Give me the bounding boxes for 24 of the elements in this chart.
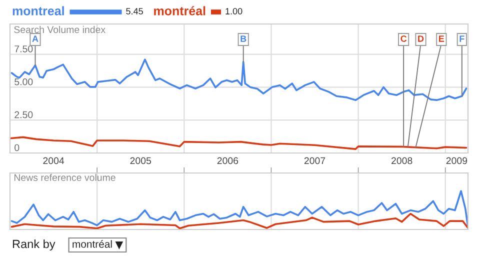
text: 5.45 xyxy=(126,8,143,14)
annotation: E xyxy=(438,36,444,42)
x-tick-label: 2009 xyxy=(446,157,468,164)
y-tick-label: 5.00 xyxy=(14,78,33,86)
y-tick-label: 7.50 xyxy=(14,45,33,52)
text: montréal xyxy=(72,240,112,248)
annotation: B xyxy=(240,36,246,42)
y-axis-title: News reference volume xyxy=(14,174,116,181)
annotation: C xyxy=(400,36,407,42)
legend-label: montréal xyxy=(154,6,206,16)
x-tick-label: 2005 xyxy=(130,157,152,164)
text: Rank by xyxy=(12,239,56,251)
x-tick-label: 2004 xyxy=(43,157,64,164)
x-tick-label: 2007 xyxy=(304,157,326,164)
y-tick-label: 0 xyxy=(14,144,20,152)
text: 1.00 xyxy=(226,8,242,14)
annotation: A xyxy=(32,36,38,42)
annotation: F xyxy=(460,36,464,42)
y-tick-label: 2.50 xyxy=(14,111,33,118)
annotation: D xyxy=(418,36,424,42)
legend-label: montreal xyxy=(12,6,64,16)
x-tick-label: 2006 xyxy=(217,157,238,164)
y-axis-title: Search Volume index xyxy=(14,26,106,34)
x-tick-label: 2008 xyxy=(392,157,412,164)
